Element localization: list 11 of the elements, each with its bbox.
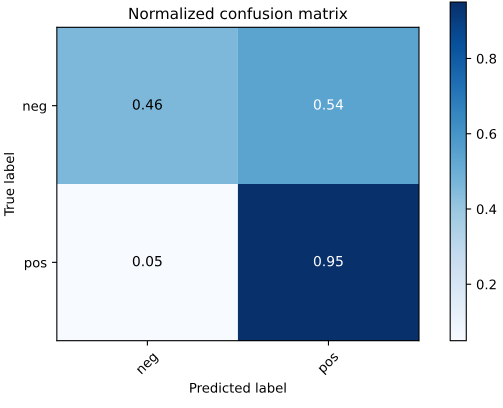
y-axis-title: True label bbox=[4, 153, 14, 216]
x-axis-title: Predicted label bbox=[190, 382, 286, 393]
color-bar-label: 0.4 bbox=[476, 204, 496, 214]
data-label: 0.46 bbox=[132, 99, 162, 110]
color-bar-label: 0.8 bbox=[476, 54, 496, 64]
data-label: 0.54 bbox=[314, 99, 344, 110]
chart-title: Normalized confusion matrix bbox=[129, 7, 348, 20]
data-label: 0.95 bbox=[314, 256, 343, 266]
color-bar-label: 0.6 bbox=[476, 128, 496, 139]
color-bar-label: 0.2 bbox=[476, 279, 496, 290]
data-label: 0.05 bbox=[132, 256, 162, 266]
